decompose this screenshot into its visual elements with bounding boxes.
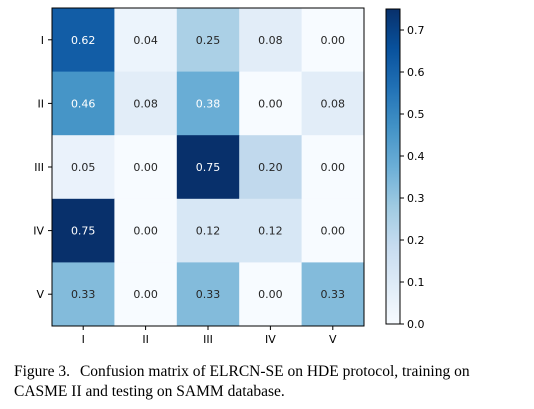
x-tick-label: III bbox=[203, 333, 213, 346]
cell-value-label: 0.00 bbox=[133, 288, 158, 301]
heatmap-cell bbox=[114, 8, 178, 73]
heatmap-cell bbox=[52, 71, 115, 136]
cell-value-label: 0.00 bbox=[321, 161, 346, 174]
cell-value-label: 0.33 bbox=[71, 288, 96, 301]
colorbar bbox=[385, 8, 401, 325]
heatmap-cell bbox=[301, 71, 365, 136]
caption-label: Figure 3. bbox=[14, 363, 70, 380]
y-tick-label: IV bbox=[33, 225, 44, 238]
heatmap-cell bbox=[114, 71, 178, 136]
cell-value-label: 0.00 bbox=[133, 161, 158, 174]
heatmap-cell bbox=[239, 262, 303, 327]
heatmap-cell bbox=[239, 8, 303, 73]
x-tick-label: II bbox=[142, 333, 149, 346]
heatmap-cell bbox=[52, 135, 115, 200]
cell-value-label: 0.12 bbox=[258, 225, 283, 238]
heatmap-cell bbox=[176, 262, 240, 327]
colorbar-tick-label: 0.1 bbox=[407, 276, 425, 289]
heatmap-cell bbox=[301, 262, 365, 327]
heatmap-cell bbox=[301, 8, 365, 73]
heatmap-cell bbox=[176, 8, 240, 73]
cell-value-label: 0.00 bbox=[321, 225, 346, 238]
heatmap-cell bbox=[114, 262, 178, 327]
cell-value-label: 0.00 bbox=[133, 225, 158, 238]
heatmap-cell bbox=[239, 135, 303, 200]
cell-value-label: 0.75 bbox=[196, 161, 221, 174]
colorbar-tick-label: 0.5 bbox=[407, 108, 425, 121]
caption-text: Confusion matrix of ELRCN-SE on HDE prot… bbox=[14, 363, 470, 400]
colorbar-tick-label: 0.0 bbox=[407, 318, 425, 331]
heatmap-cells: 0.62 0.04 0.25 0.08 0.00 0.46 0.08 0.38 0.00 0.08… bbox=[52, 8, 365, 327]
cell-value-label: 0.38 bbox=[196, 97, 221, 110]
heatmap-cell bbox=[239, 198, 303, 263]
cell-value-label: 0.00 bbox=[258, 288, 283, 301]
figure-caption: Figure 3. Confusion matrix of ELRCN-SE on… bbox=[14, 362, 526, 402]
heatmap-cell bbox=[114, 135, 178, 200]
cell-value-label: 0.04 bbox=[133, 34, 158, 47]
heatmap-cell bbox=[176, 135, 240, 200]
heatmap-cell bbox=[239, 71, 303, 136]
x-tick-label: I bbox=[82, 333, 85, 346]
colorbar-tick-label: 0.6 bbox=[407, 66, 425, 79]
y-tick-label: III bbox=[34, 161, 44, 174]
heatmap-cell bbox=[176, 198, 240, 263]
x-axis: I II III IV V bbox=[82, 326, 337, 346]
y-tick-label: V bbox=[36, 288, 44, 301]
cell-value-label: 0.33 bbox=[196, 288, 221, 301]
cell-value-label: 0.46 bbox=[71, 97, 96, 110]
cell-value-label: 0.33 bbox=[321, 288, 346, 301]
cell-value-label: 0.62 bbox=[71, 34, 96, 47]
heatmap-cell bbox=[301, 198, 365, 263]
cell-value-label: 0.05 bbox=[71, 161, 96, 174]
heatmap-cell bbox=[52, 262, 115, 327]
colorbar-tick-label: 0.4 bbox=[407, 150, 425, 163]
heatmap-cell bbox=[301, 135, 365, 200]
cell-value-label: 0.08 bbox=[258, 34, 283, 47]
x-tick-label: IV bbox=[265, 333, 276, 346]
cell-value-label: 0.00 bbox=[321, 34, 346, 47]
colorbar-tick-label: 0.7 bbox=[407, 24, 425, 37]
colorbar-tick-label: 0.3 bbox=[407, 192, 425, 205]
heatmap-cell bbox=[52, 198, 115, 263]
cell-value-label: 0.20 bbox=[258, 161, 283, 174]
x-tick-label: V bbox=[329, 333, 337, 346]
cell-value-label: 0.25 bbox=[196, 34, 221, 47]
heatmap-cell bbox=[176, 71, 240, 136]
heatmap-cell bbox=[114, 198, 178, 263]
cell-value-label: 0.08 bbox=[321, 97, 346, 110]
colorbar-tick-label: 0.2 bbox=[407, 234, 425, 247]
cell-value-label: 0.08 bbox=[133, 97, 158, 110]
y-tick-label: II bbox=[38, 97, 45, 110]
colorbar-axis: 0.0 0.1 0.2 0.3 0.4 0.5 0.6 0.7 bbox=[400, 24, 425, 331]
cell-value-label: 0.12 bbox=[196, 225, 221, 238]
cell-value-label: 0.75 bbox=[71, 225, 96, 238]
y-tick-label: I bbox=[41, 34, 44, 47]
heatmap-cell bbox=[52, 8, 115, 73]
cell-value-label: 0.00 bbox=[258, 97, 283, 110]
